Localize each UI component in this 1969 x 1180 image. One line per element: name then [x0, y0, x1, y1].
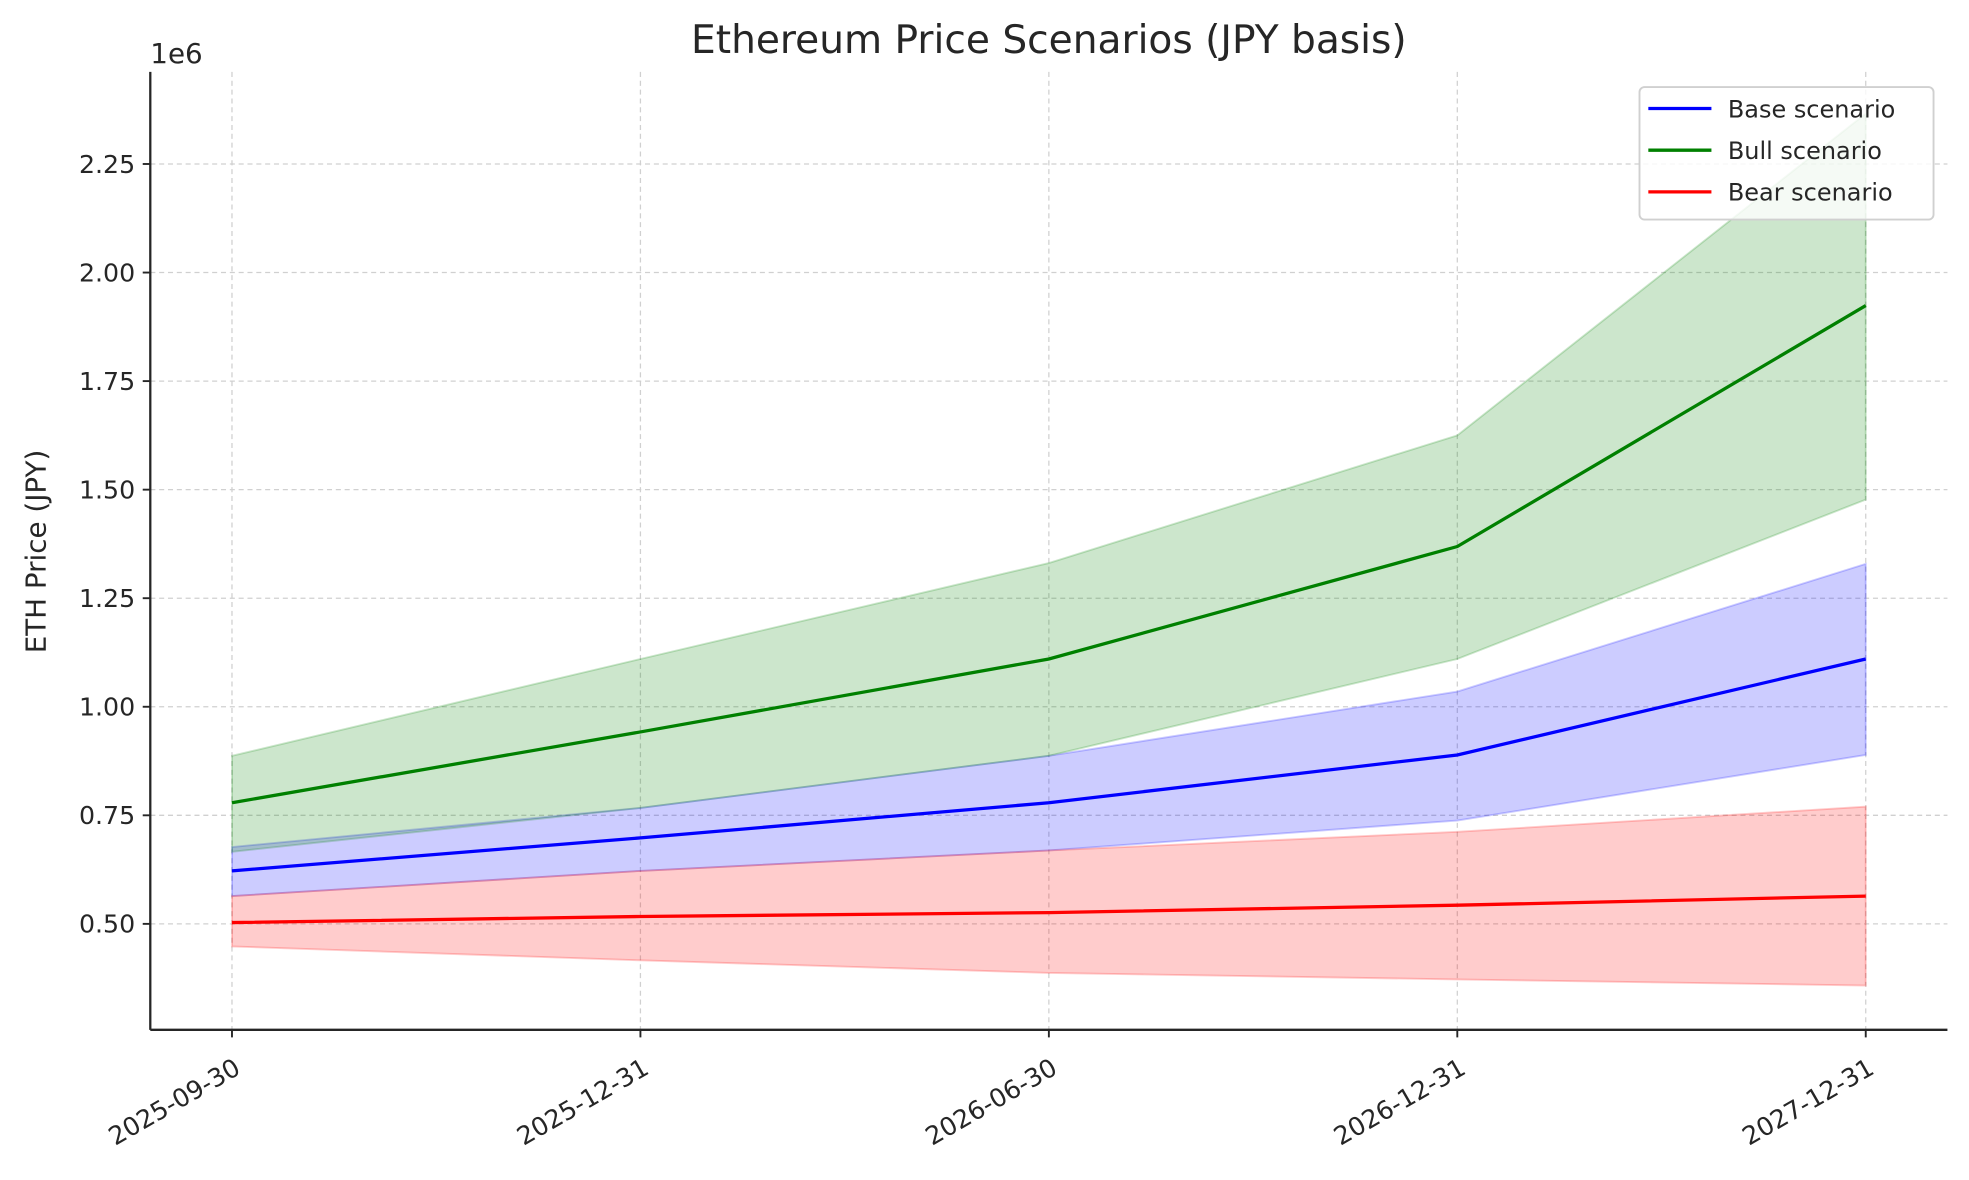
x-tick-label: 2026-06-30: [920, 1053, 1062, 1151]
band-bull-scenario: [231, 111, 1867, 853]
band-base-scenario: [231, 562, 1867, 898]
y-tick-label: 2.25: [79, 150, 135, 179]
x-tick-label: 2025-12-31: [512, 1053, 654, 1151]
legend-label: Bull scenario: [1728, 137, 1882, 165]
y-tick-label: 1.25: [79, 584, 135, 613]
y-axis-label: ETH Price (JPY): [20, 450, 53, 654]
y-tick-label: 0.50: [79, 910, 135, 939]
series-lines: [231, 304, 1867, 925]
y-offset-label: 1e6: [150, 37, 202, 70]
legend-label: Bear scenario: [1728, 179, 1893, 207]
legend: Base scenario Bull scenario Bear scenario: [1638, 86, 1935, 221]
legend-label: Base scenario: [1728, 95, 1895, 123]
confidence-bands: [231, 111, 1867, 987]
band-bear-scenario: [231, 805, 1867, 987]
x-tick-label: 2027-12-31: [1737, 1053, 1879, 1151]
y-tick-label: 1.50: [79, 475, 135, 504]
chart-title: Ethereum Price Scenarios (JPY basis): [691, 18, 1407, 63]
y-tick-label: 2.00: [79, 258, 135, 287]
x-tick-label: 2025-09-30: [104, 1053, 246, 1151]
y-tick-label: 1.75: [79, 367, 135, 396]
y-tick-label: 0.75: [79, 801, 135, 830]
legend-box: [1638, 86, 1935, 221]
x-tick-label: 2026-12-31: [1329, 1053, 1471, 1151]
y-tick-label: 1.00: [79, 693, 135, 722]
